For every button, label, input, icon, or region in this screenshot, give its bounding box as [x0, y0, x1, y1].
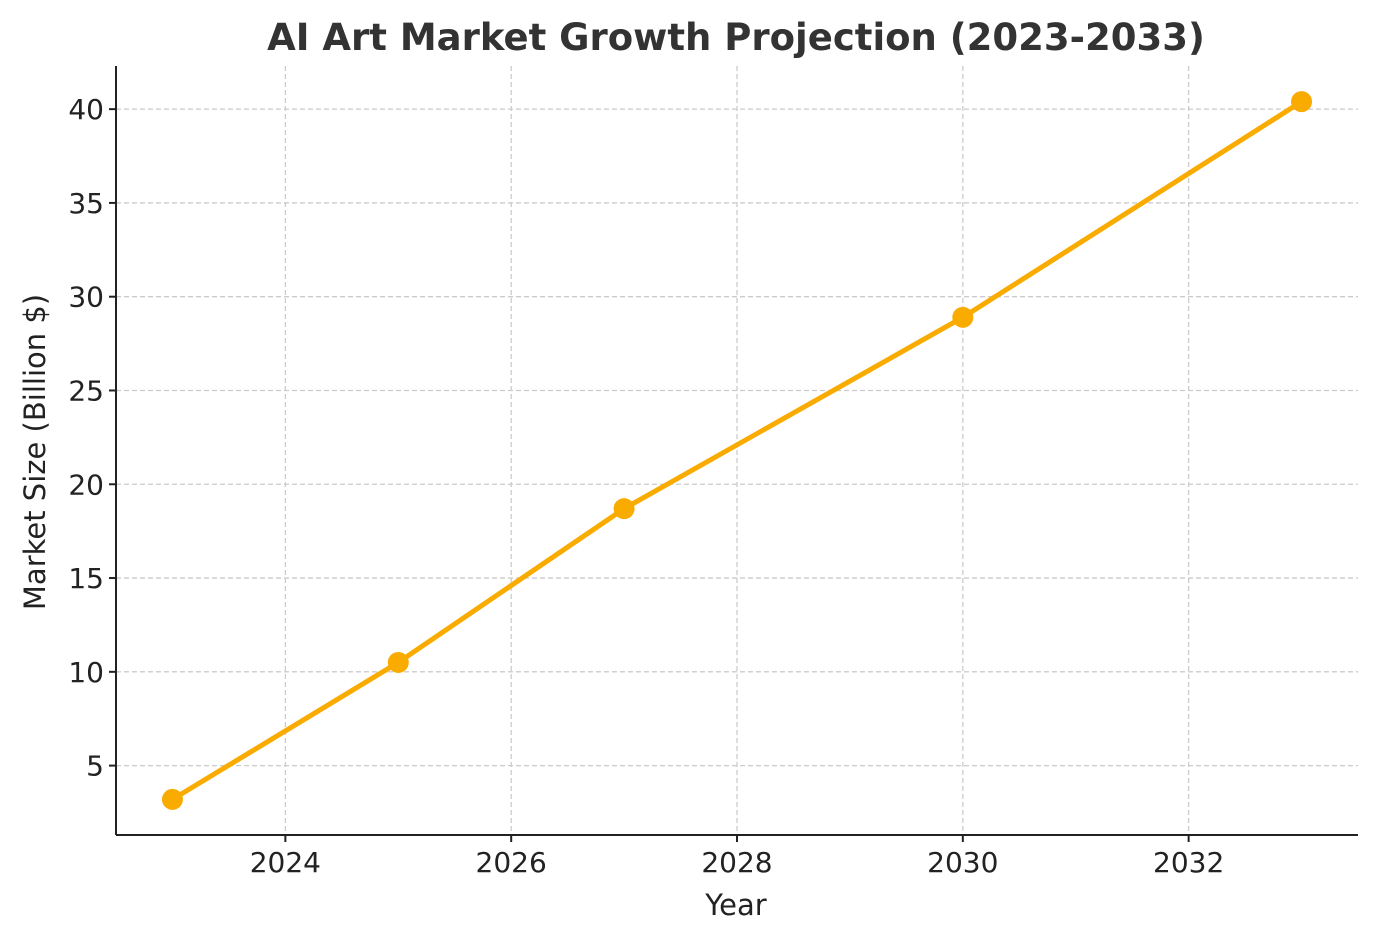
y-axis-label: Market Size (Billion $) — [18, 294, 52, 610]
y-tick-label: 20 — [68, 468, 104, 501]
y-tick-label: 40 — [68, 93, 104, 126]
x-tick-label: 2032 — [1153, 846, 1224, 879]
data-point — [161, 788, 183, 810]
data-point — [613, 498, 635, 520]
ticks: 2024 2026 2028 2030 2032 5 10 15 20 25 30 35 40 — [68, 93, 1224, 879]
x-tick-label: 2026 — [476, 846, 547, 879]
data-point — [1291, 91, 1313, 113]
x-axis-label: Year — [704, 888, 766, 922]
y-tick-label: 5 — [86, 750, 104, 783]
data-point — [952, 306, 974, 328]
x-tick-label: 2024 — [250, 846, 321, 879]
y-tick-label: 35 — [68, 187, 104, 220]
grid — [116, 66, 1358, 835]
chart-title: AI Art Market Growth Projection (2023-20… — [267, 16, 1205, 59]
data-point — [387, 651, 409, 673]
x-tick-label: 2028 — [701, 846, 772, 879]
series — [161, 91, 1313, 810]
y-tick-label: 10 — [68, 656, 104, 689]
y-tick-label: 15 — [68, 562, 104, 595]
y-tick-label: 30 — [68, 281, 104, 314]
x-tick-label: 2030 — [927, 846, 998, 879]
y-tick-label: 25 — [68, 374, 104, 407]
